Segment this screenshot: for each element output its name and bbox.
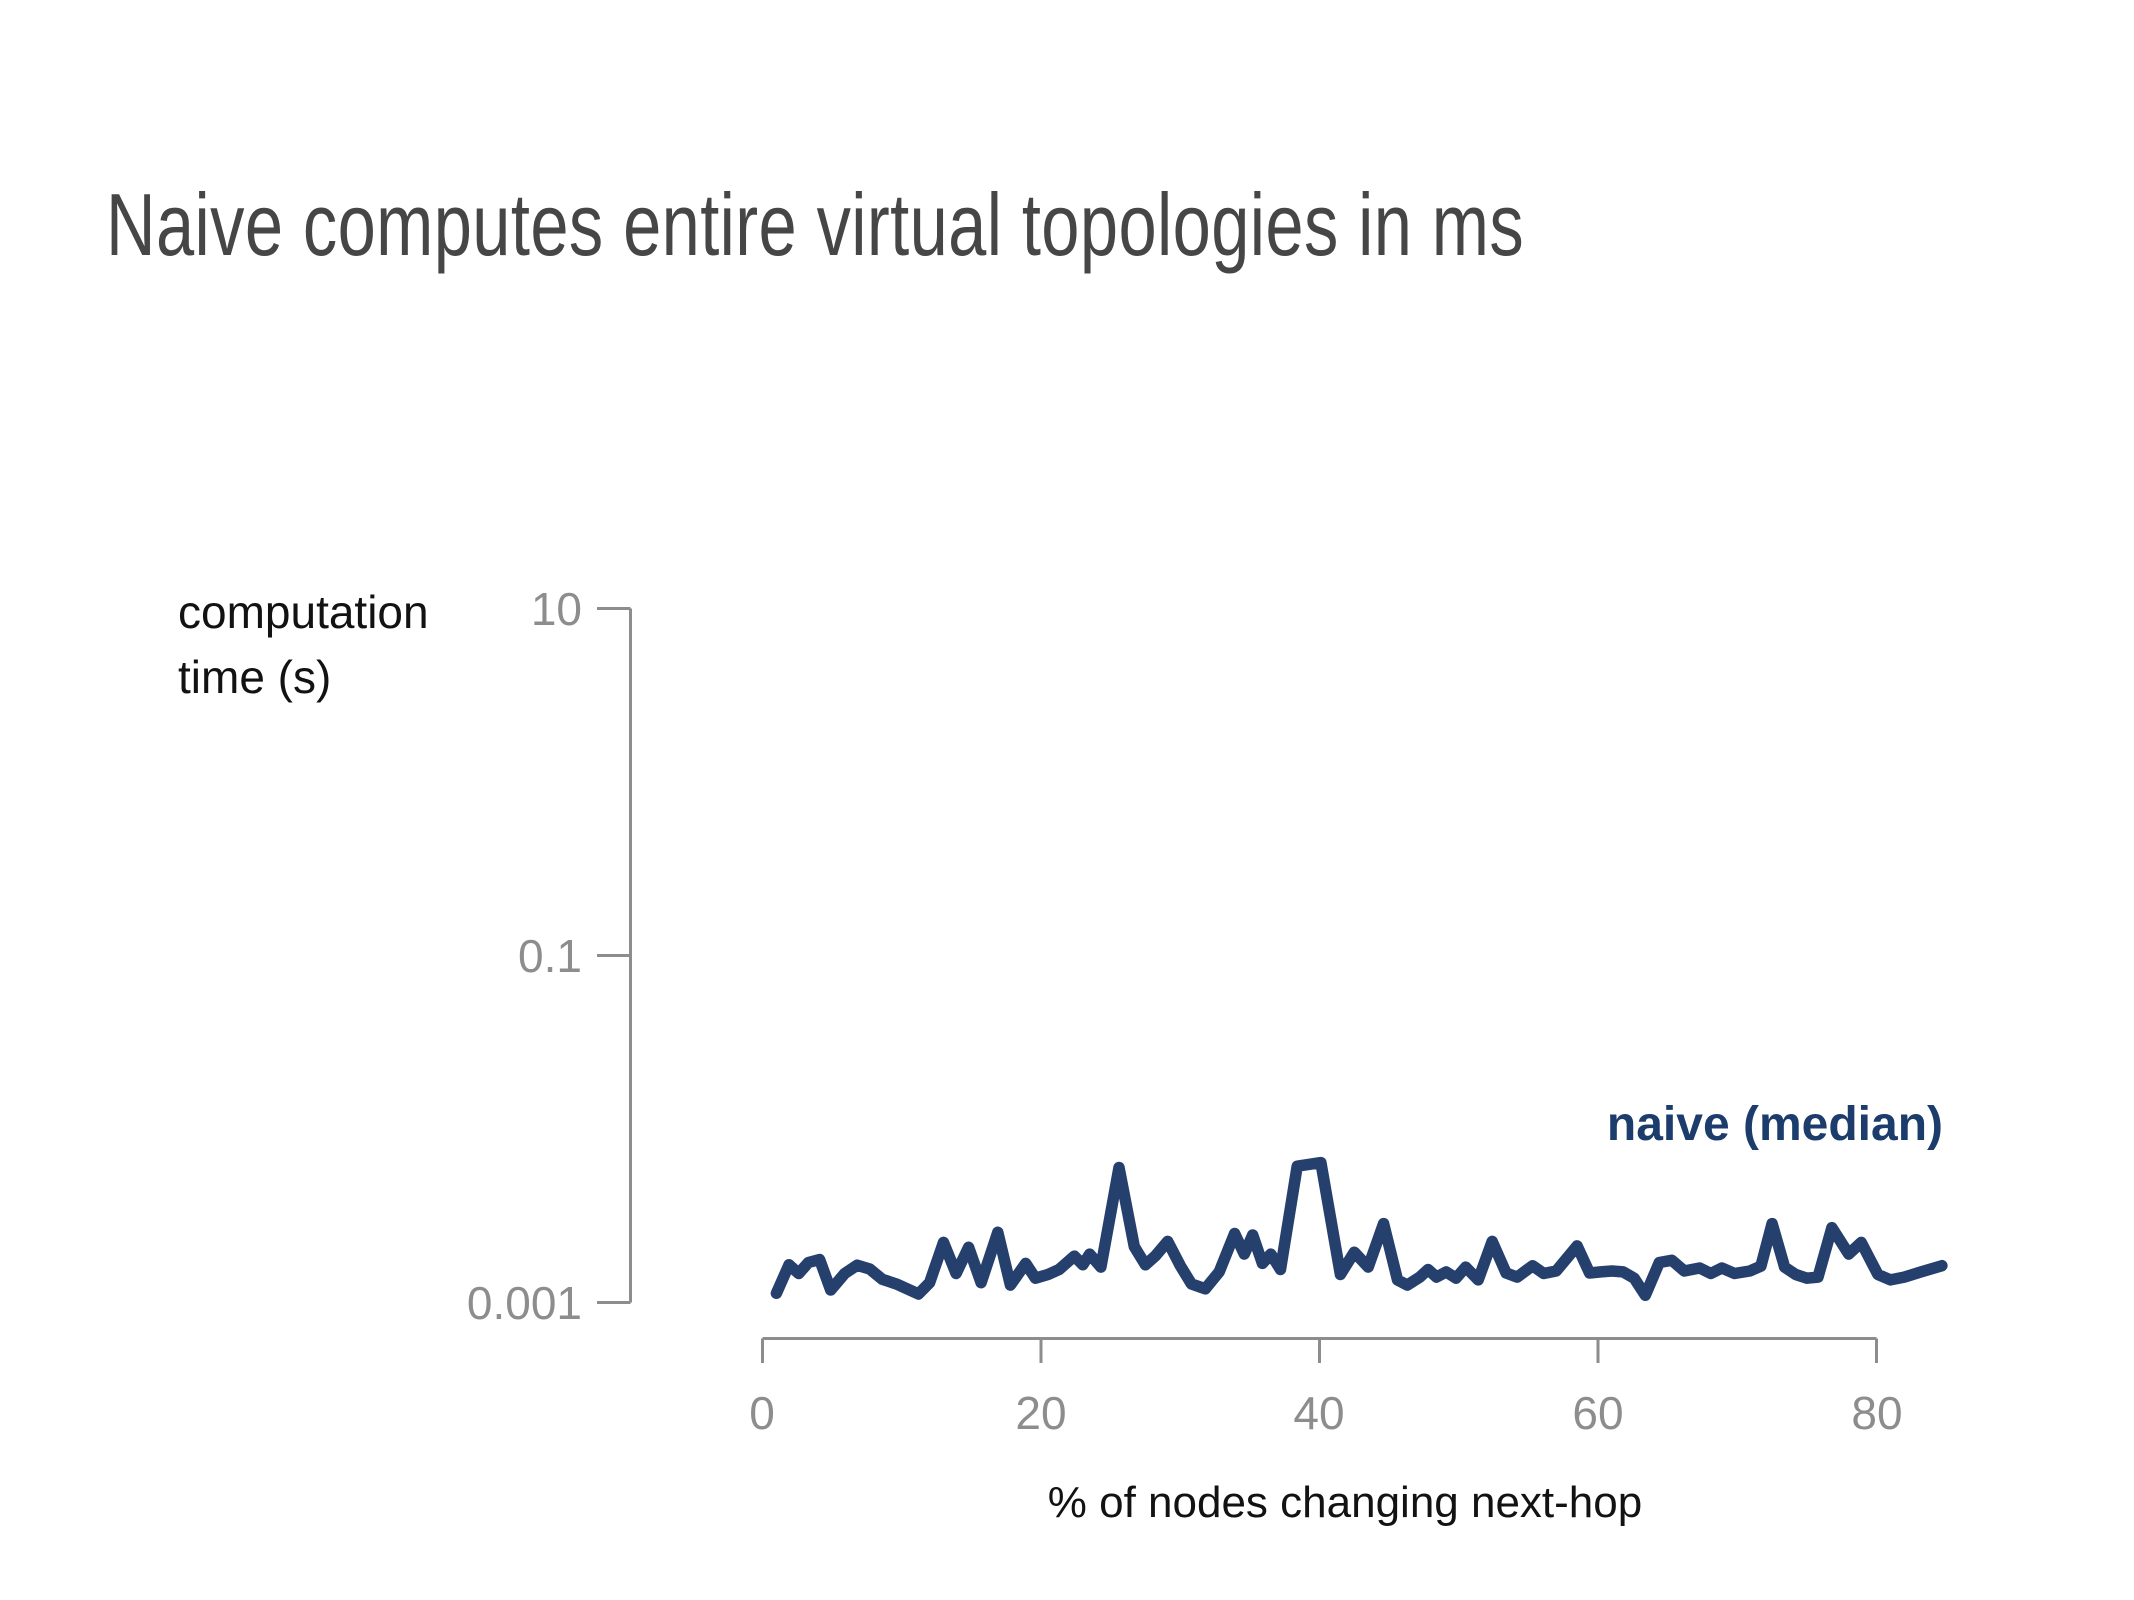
y-tick-label-0p1: 0.1 — [518, 930, 582, 982]
y-tick-label-10: 10 — [530, 583, 582, 635]
x-axis-title: % of nodes changing next-hop — [1047, 1478, 1643, 1527]
x-tick-label-80: 80 — [1851, 1387, 1903, 1439]
y-axis-line — [597, 607, 632, 1304]
x-tick-label-20: 20 — [1015, 1387, 1067, 1439]
x-tick-label-0: 0 — [749, 1387, 775, 1439]
x-tick-label-40: 40 — [1293, 1387, 1345, 1439]
x-axis-line — [761, 1337, 1878, 1363]
series-naive-line — [770, 1156, 1948, 1302]
legend-naive-median: naive (median) — [1606, 1098, 1943, 1151]
y-axis-title: computation time (s) — [178, 586, 429, 703]
x-tick-label-60: 60 — [1572, 1387, 1624, 1439]
chart-title: Naive computes entire virtual topologies… — [106, 175, 1525, 274]
y-tick-label-0p001: 0.001 — [466, 1277, 582, 1329]
